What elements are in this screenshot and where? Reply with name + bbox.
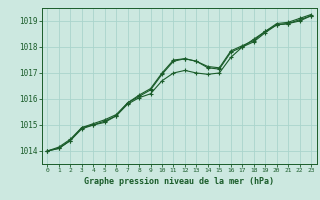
X-axis label: Graphe pression niveau de la mer (hPa): Graphe pression niveau de la mer (hPa): [84, 177, 274, 186]
